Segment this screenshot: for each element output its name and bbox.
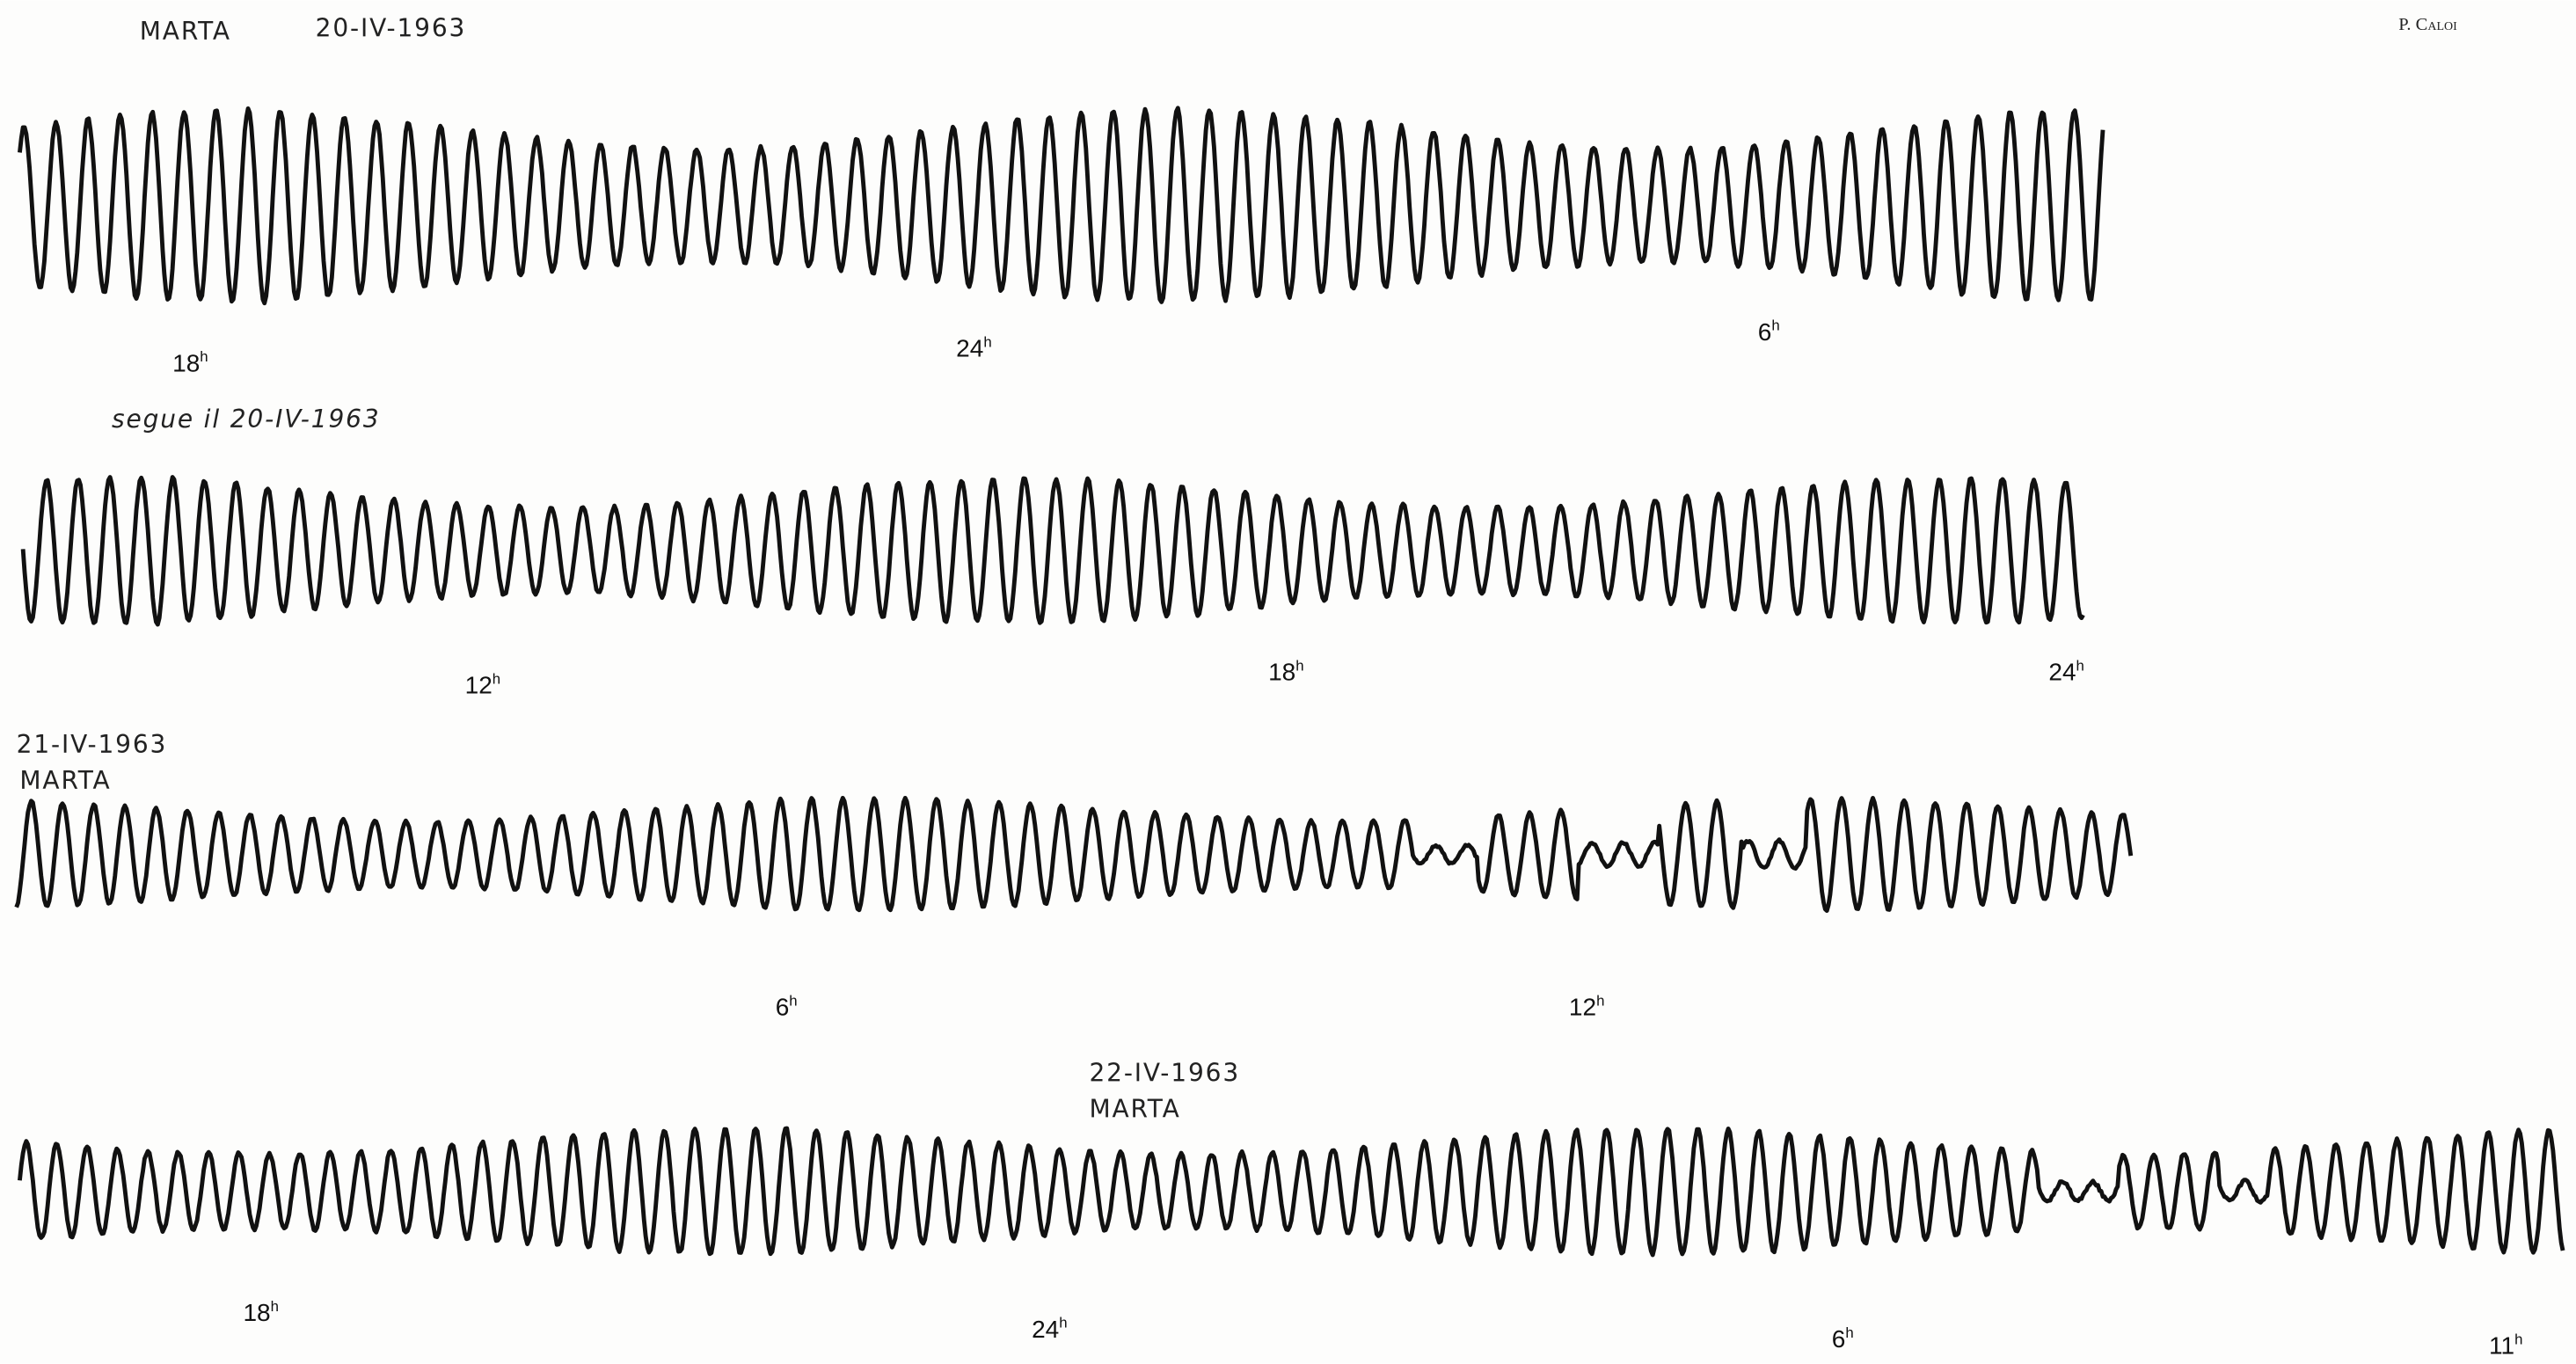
seismogram-trace — [18, 1126, 2565, 1258]
hour: 12 — [465, 672, 493, 699]
hour: 11 — [2489, 1332, 2514, 1360]
hour-unit: h — [1596, 992, 1604, 1009]
hour-label: 12h — [465, 670, 501, 698]
hour: 18 — [1268, 659, 1295, 686]
hour-unit: h — [789, 992, 797, 1009]
hour-label: 24h — [956, 333, 992, 361]
hour-label: 18h — [243, 1298, 279, 1326]
hour: 24 — [956, 335, 983, 362]
note: segue il 20-IV-1963 — [112, 405, 380, 434]
hour-unit: h — [1845, 1324, 1853, 1341]
hour-unit: h — [1059, 1315, 1067, 1331]
hour-unit: h — [2076, 657, 2084, 674]
station: MARTA — [140, 17, 231, 46]
hour: 24 — [2048, 659, 2076, 686]
seismogram-trace — [18, 106, 2105, 306]
hour-unit: h — [983, 333, 991, 350]
date: 20-IV-1963 — [316, 13, 467, 42]
hour-label: 12h — [1569, 992, 1605, 1020]
hour-label: 18h — [172, 348, 208, 376]
hour-unit: h — [2514, 1331, 2522, 1347]
hour: 6 — [1758, 318, 1772, 346]
hour-label: 24h — [2048, 657, 2084, 685]
hour: 18 — [243, 1299, 270, 1326]
hour-unit: h — [493, 670, 500, 687]
author: P. Caloi — [2398, 15, 2457, 34]
hour: 6 — [776, 994, 790, 1021]
date: 21-IV-1963 — [17, 730, 168, 759]
station: MARTA — [1089, 1095, 1180, 1124]
hour-label: 6h — [1758, 317, 1780, 346]
seismogram-trace — [14, 795, 2134, 913]
hour: 18 — [172, 349, 200, 376]
hour-unit: h — [1771, 317, 1779, 334]
station: MARTA — [19, 766, 111, 795]
seismogram-trace — [20, 475, 2085, 627]
hour-label: 18h — [1268, 657, 1304, 685]
hour-label: 6h — [776, 992, 798, 1020]
hour: 12 — [1569, 994, 1596, 1021]
hour-unit: h — [200, 348, 208, 365]
date: 22-IV-1963 — [1089, 1058, 1240, 1087]
hour-unit: h — [1295, 657, 1303, 674]
hour-label: 24h — [1032, 1315, 1068, 1343]
hour: 6 — [1832, 1325, 1846, 1353]
hour-unit: h — [271, 1298, 279, 1315]
hour-label: 6h — [1832, 1324, 1854, 1353]
hour: 24 — [1032, 1316, 1059, 1343]
hour-label: 11h — [2489, 1331, 2522, 1359]
